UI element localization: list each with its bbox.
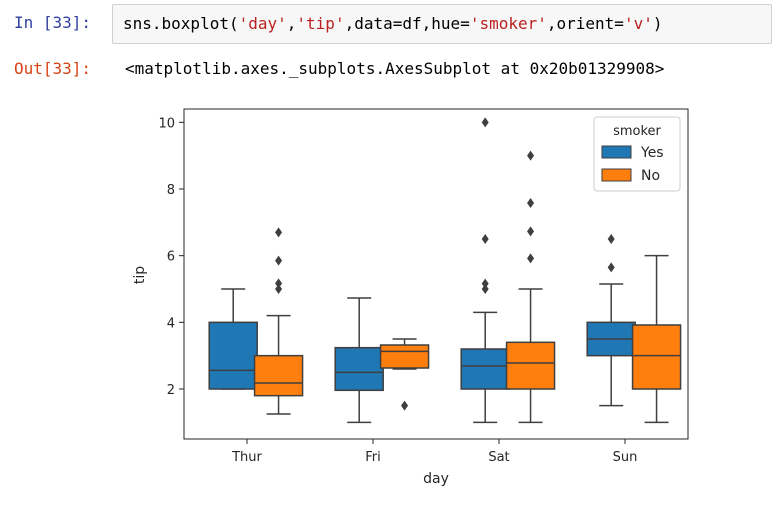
- box-yes-sat: [460, 117, 510, 424]
- boxplot-figure: 2 4 6 8 10 Thur Fri Sat Sun tip day smoker Yes …: [120, 105, 720, 509]
- box-iqr: [631, 324, 682, 390]
- outlier-point: [275, 278, 283, 289]
- legend-label-yes: Yes: [640, 145, 664, 161]
- code-string-v: 'v': [623, 14, 653, 33]
- legend-label-no: No: [641, 168, 660, 184]
- box-iqr: [253, 354, 304, 397]
- outlier-point: [401, 400, 409, 411]
- y-tick-label: 4: [167, 316, 175, 331]
- y-tick-label: 2: [167, 383, 175, 398]
- plot-area-frame: [183, 108, 689, 440]
- box-yes-fri: [334, 297, 384, 424]
- y-tick-label: 8: [167, 183, 175, 198]
- output-prompt: Out[33]:: [14, 59, 92, 78]
- box-yes-thur: [208, 288, 258, 390]
- legend: smoker Yes No: [593, 116, 681, 192]
- code-token: ,data=df,hue=: [344, 14, 470, 33]
- outlier-point: [481, 117, 489, 128]
- code-string-smoker: 'smoker': [469, 14, 547, 33]
- box-iqr: [334, 346, 384, 392]
- outlier-point: [527, 226, 535, 237]
- legend-swatch-no: [601, 168, 632, 182]
- box-iqr: [208, 321, 258, 390]
- box-yes-sun: [586, 234, 636, 407]
- code-token: sns.boxplot(: [123, 14, 239, 33]
- box-iqr: [505, 341, 556, 390]
- x-tick-label: Sun: [613, 450, 638, 465]
- input-prompt: In [33]:: [14, 13, 92, 32]
- box-no-fri: [379, 338, 430, 411]
- outlier-point: [275, 284, 283, 294]
- box-iqr: [379, 344, 430, 369]
- code-cell-editor[interactable]: sns.boxplot('day','tip',data=df,hue='smo…: [112, 4, 772, 44]
- boxplot-chart: 2 4 6 8 10 Thur Fri Sat Sun tip day smoker Yes …: [132, 108, 689, 487]
- outlier-point: [527, 150, 535, 161]
- legend-swatch-yes: [601, 145, 632, 159]
- box-iqr: [460, 348, 510, 390]
- outlier-point: [527, 198, 535, 208]
- code-token: ,: [286, 14, 297, 33]
- code-line[interactable]: sns.boxplot('day','tip',data=df,hue='smo…: [123, 14, 662, 33]
- outlier-point: [607, 234, 615, 244]
- outlier-point: [481, 234, 489, 244]
- code-string-tip: 'tip': [296, 14, 345, 33]
- outlier-point: [275, 255, 283, 266]
- outlier-point: [275, 227, 283, 238]
- y-tick-label: 10: [158, 116, 175, 131]
- outlier-point: [527, 253, 535, 264]
- y-tick-label: 6: [167, 250, 175, 265]
- outlier-point: [481, 284, 489, 294]
- y-axis-label: tip: [132, 266, 148, 284]
- outlier-point: [481, 278, 489, 289]
- box-no-thur: [253, 227, 304, 415]
- x-axis-label: day: [423, 471, 449, 487]
- box-no-sun: [631, 254, 682, 424]
- output-text: <matplotlib.axes._subplots.AxesSubplot a…: [125, 59, 665, 78]
- code-token: ): [652, 14, 663, 33]
- x-tick-label: Fri: [365, 450, 381, 465]
- code-token: ,orient=: [546, 14, 624, 33]
- x-tick-label: Thur: [231, 450, 262, 465]
- box-no-sat: [505, 150, 556, 424]
- legend-title: smoker: [613, 124, 661, 139]
- x-tick-label: Sat: [488, 450, 509, 465]
- code-string-day: 'day': [238, 14, 287, 33]
- outlier-point: [607, 262, 615, 273]
